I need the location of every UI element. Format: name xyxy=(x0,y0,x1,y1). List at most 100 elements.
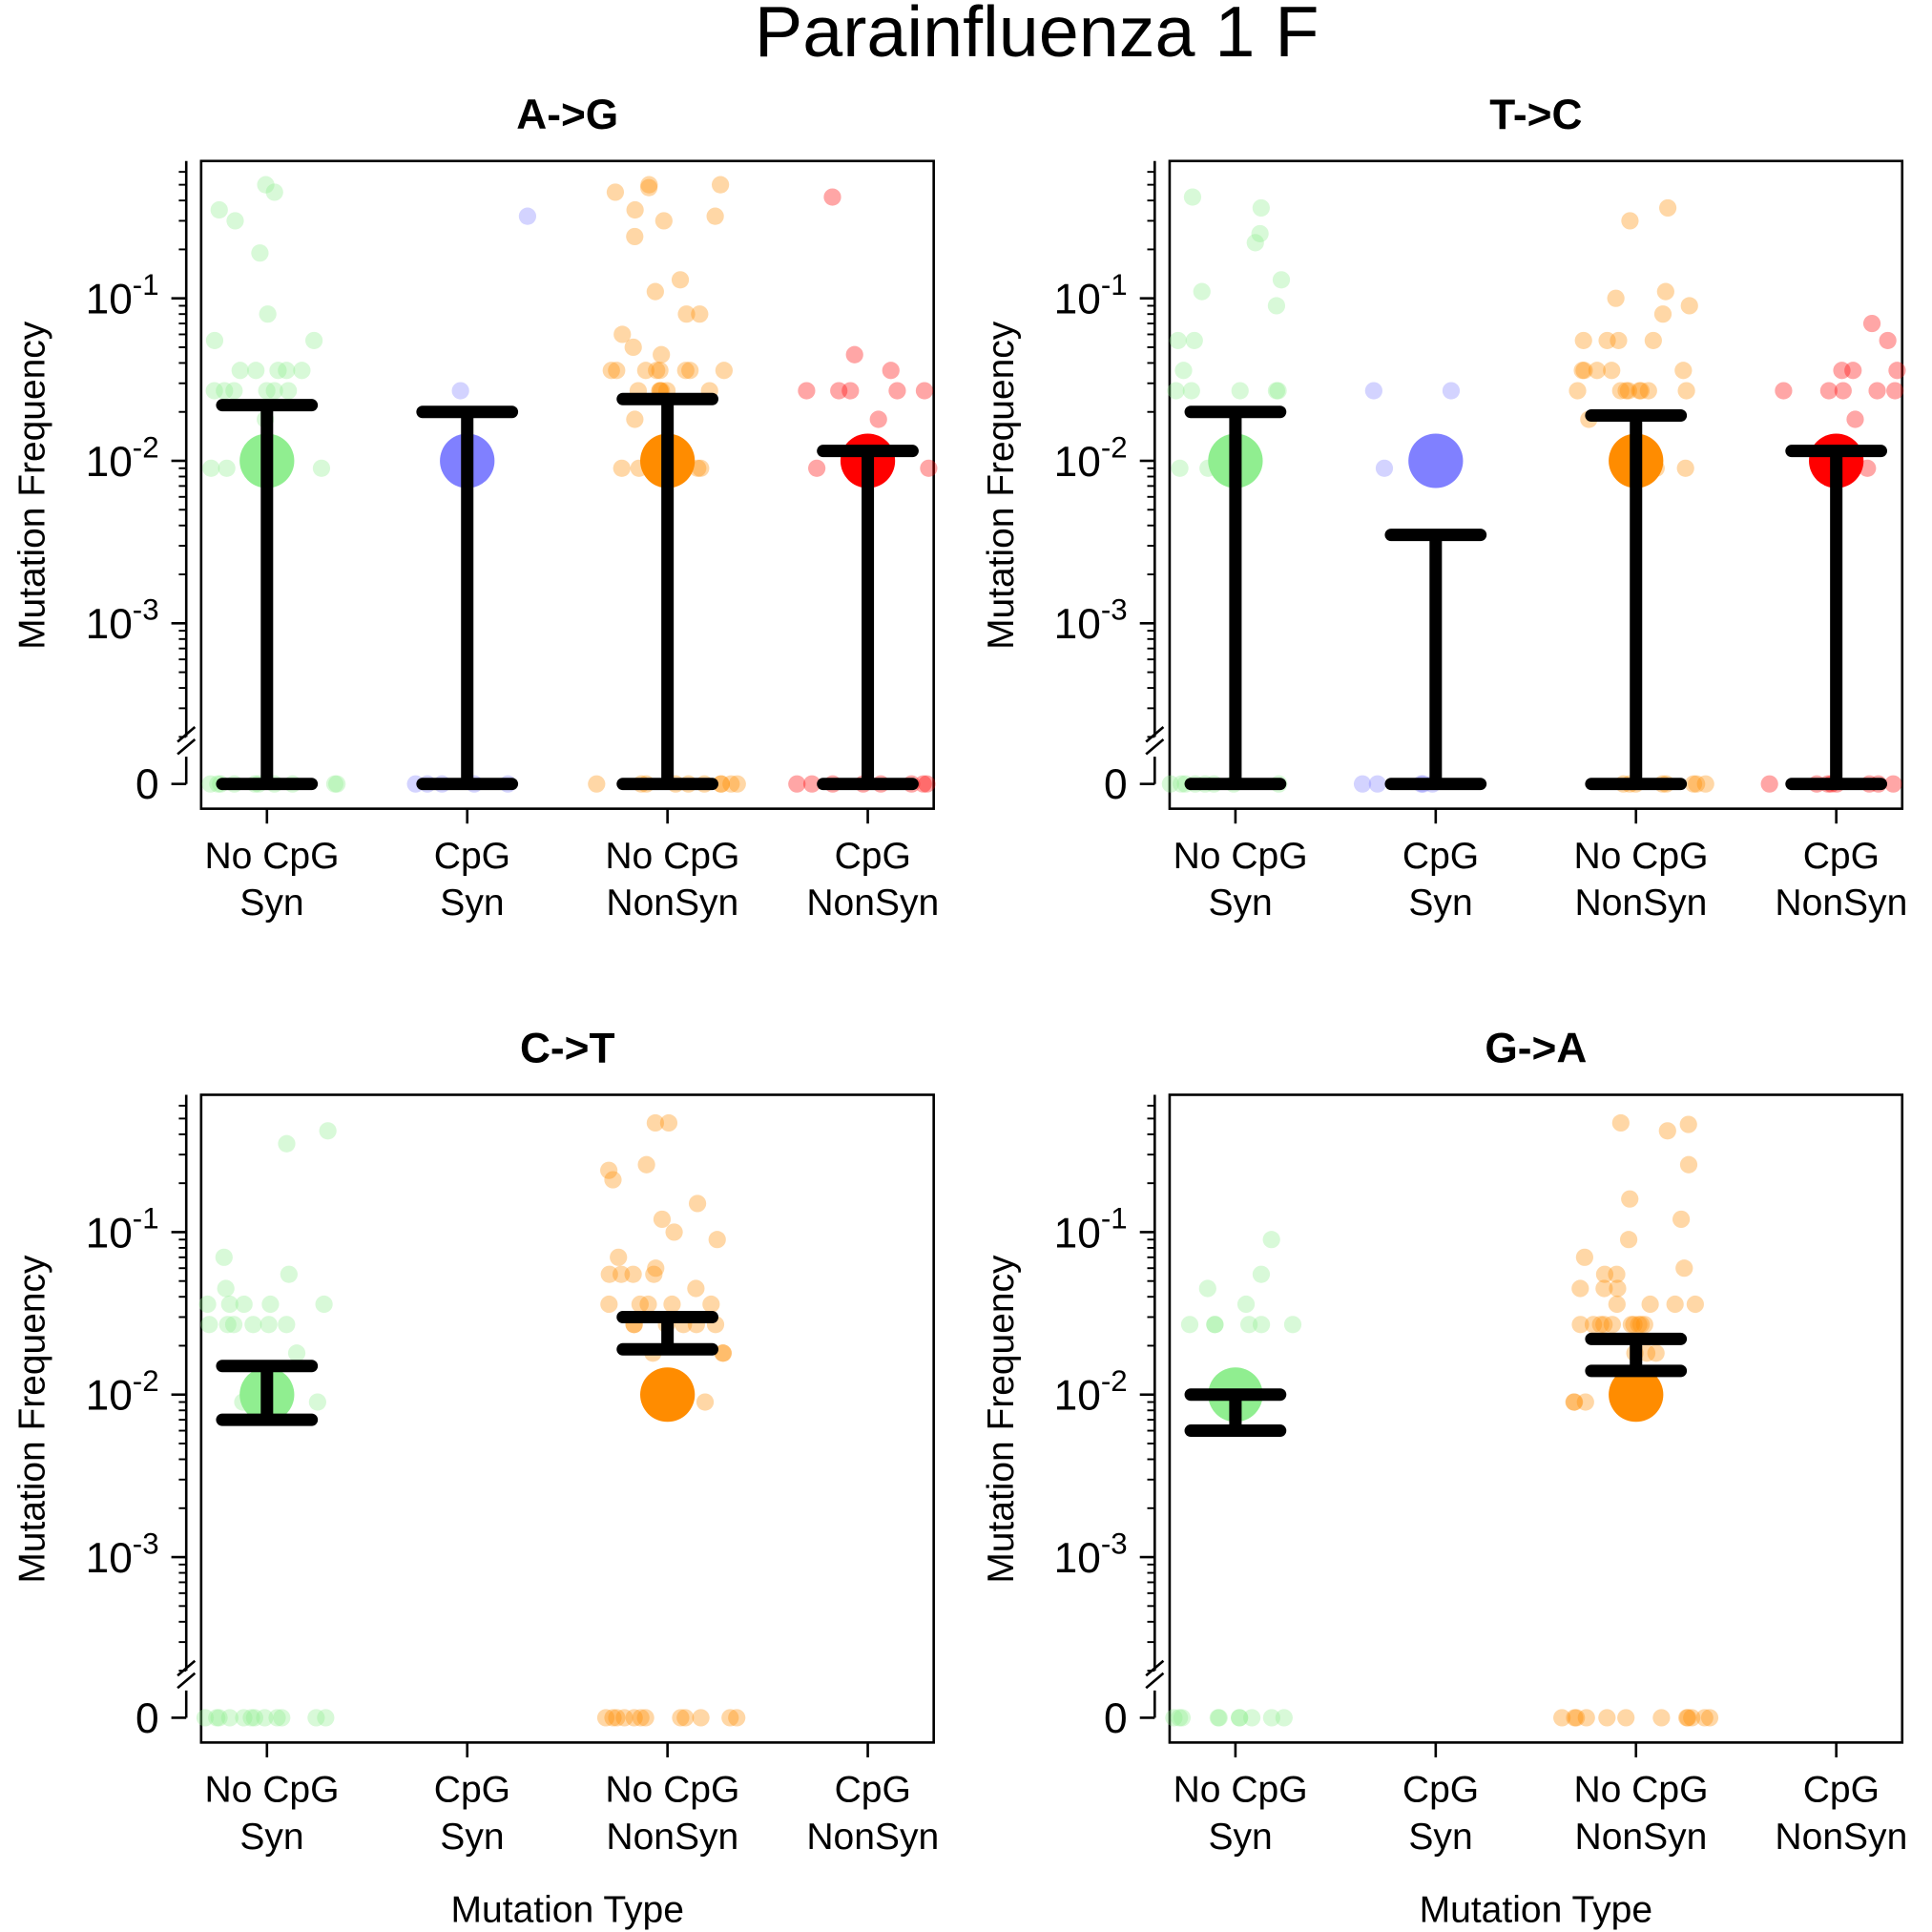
data-point xyxy=(1167,382,1185,400)
data-point xyxy=(632,1709,650,1727)
data-point xyxy=(1198,1279,1216,1298)
data-point xyxy=(256,1709,274,1727)
data-point xyxy=(626,200,644,219)
tick-exponent: -3 xyxy=(133,1527,159,1561)
data-point xyxy=(224,1316,243,1334)
data-point xyxy=(702,1295,720,1314)
tick-exponent: -3 xyxy=(1101,1527,1128,1561)
tick-base: 10 xyxy=(86,439,133,486)
x-tick-label: NonSyn xyxy=(606,883,738,924)
data-point xyxy=(200,1316,218,1334)
data-point xyxy=(1641,1295,1659,1314)
data-point xyxy=(640,178,658,197)
panel-title: A->G xyxy=(516,92,618,138)
data-point xyxy=(1161,775,1179,793)
data-point xyxy=(1553,1709,1571,1727)
data-point xyxy=(645,1265,663,1283)
data-point xyxy=(1652,1709,1671,1727)
data-point xyxy=(600,1161,618,1179)
data-point xyxy=(706,207,724,225)
data-point xyxy=(1193,282,1211,301)
data-point xyxy=(1608,1265,1626,1283)
data-point xyxy=(1173,775,1191,793)
data-point xyxy=(651,362,669,380)
data-point xyxy=(1566,1709,1584,1727)
x-tick-label: NonSyn xyxy=(1575,1817,1708,1858)
y-tick-label: 10-2 xyxy=(1054,1364,1128,1419)
data-point xyxy=(1598,331,1616,349)
data-point xyxy=(1173,1709,1192,1727)
data-point xyxy=(588,775,606,793)
data-point xyxy=(259,305,277,323)
tick-exponent: -2 xyxy=(1101,431,1128,465)
y-tick-label: 0 xyxy=(1104,761,1128,808)
data-point xyxy=(1631,1316,1651,1334)
data-point xyxy=(1595,1265,1614,1283)
data-point xyxy=(1658,198,1677,218)
tick-exponent: -1 xyxy=(1101,1202,1128,1236)
data-point xyxy=(217,1279,235,1298)
x-tick-label: NonSyn xyxy=(806,1817,939,1858)
y-axis-label: Mutation Frequency xyxy=(981,321,1022,650)
y-axis-label: Mutation Frequency xyxy=(12,321,53,650)
data-point xyxy=(640,176,658,194)
data-point xyxy=(242,1709,260,1727)
x-tick-label: CpG xyxy=(1803,836,1880,877)
data-point xyxy=(1575,1248,1593,1266)
x-tick-label: CpG xyxy=(1402,1770,1479,1811)
data-point xyxy=(220,1295,239,1314)
data-point xyxy=(596,1709,615,1727)
x-tick-label: No CpG xyxy=(605,836,739,877)
tick-exponent: -1 xyxy=(133,268,159,301)
data-point xyxy=(261,1295,280,1314)
data-point xyxy=(696,1393,715,1411)
x-tick-label: NonSyn xyxy=(1775,883,1907,924)
data-point xyxy=(728,1709,746,1727)
data-point xyxy=(1603,1316,1621,1334)
data-point xyxy=(251,244,269,262)
data-point xyxy=(613,325,632,343)
plot-frame xyxy=(1168,1093,1904,1744)
tick-base: 10 xyxy=(1054,1210,1101,1257)
data-point xyxy=(1674,362,1693,380)
data-point xyxy=(269,362,287,380)
y-tick-label: 0 xyxy=(135,761,159,808)
data-point xyxy=(798,382,816,400)
data-point xyxy=(715,362,733,380)
data-point xyxy=(1206,1316,1224,1334)
data-point xyxy=(1644,331,1662,349)
x-tick-label: NonSyn xyxy=(806,883,939,924)
tick-base: 10 xyxy=(86,1210,133,1257)
data-point xyxy=(225,382,243,400)
tick-base: 10 xyxy=(1054,439,1101,486)
data-point xyxy=(201,775,219,793)
data-point xyxy=(1231,1709,1249,1727)
data-point xyxy=(1684,775,1703,793)
data-point xyxy=(1639,382,1657,400)
data-point xyxy=(1210,1709,1228,1727)
data-point xyxy=(268,1709,286,1727)
data-point xyxy=(624,1265,642,1283)
data-point xyxy=(1576,1393,1594,1411)
data-point xyxy=(278,1316,296,1334)
data-point xyxy=(914,775,932,793)
x-tick-label: NonSyn xyxy=(606,1817,738,1858)
data-point xyxy=(626,410,644,428)
data-point xyxy=(1833,362,1851,380)
data-point xyxy=(235,1295,253,1314)
data-point xyxy=(613,1265,631,1283)
data-point xyxy=(920,459,938,477)
data-point xyxy=(1364,382,1382,400)
data-point xyxy=(714,1344,732,1362)
data-point xyxy=(1700,1709,1719,1727)
data-point xyxy=(257,176,275,194)
data-point xyxy=(1635,1316,1653,1334)
mean-point xyxy=(1609,1367,1664,1423)
data-point xyxy=(663,1295,681,1314)
data-point xyxy=(451,382,469,400)
data-point xyxy=(1577,1709,1595,1727)
data-point xyxy=(1269,382,1287,400)
